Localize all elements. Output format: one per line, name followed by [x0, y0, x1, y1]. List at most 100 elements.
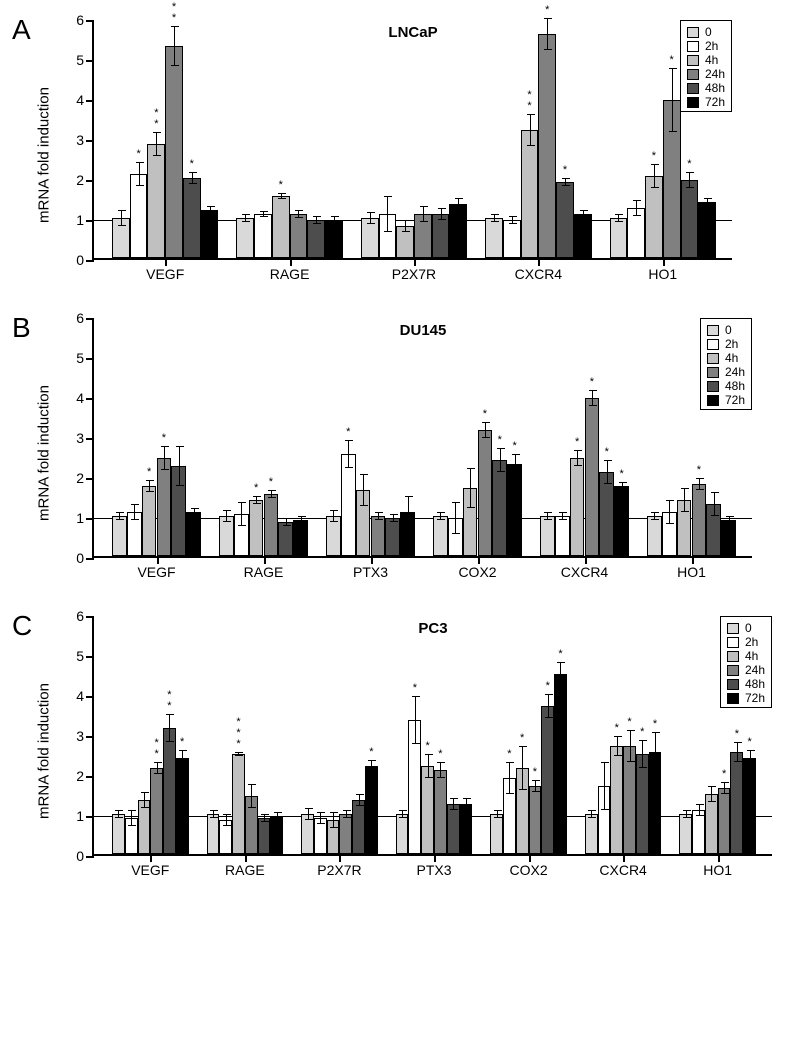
- legend-item: 0: [687, 25, 725, 39]
- significance-star: *: [687, 159, 691, 170]
- legend-swatch: [687, 83, 699, 94]
- bar: [163, 728, 176, 854]
- gene-group-PTX3: PTX3***: [396, 616, 473, 854]
- significance-star: *: [640, 727, 644, 738]
- error-bar: [686, 810, 687, 818]
- error-bar: [655, 732, 656, 772]
- bar: [396, 814, 409, 854]
- y-tick: [86, 438, 94, 440]
- error-bar: [455, 502, 456, 534]
- gene-label: VEGF: [131, 862, 169, 878]
- gene-label: CXCR4: [599, 862, 646, 878]
- y-tick-label: 6: [66, 310, 84, 326]
- gene-group-P2X7R: P2X7R*: [301, 616, 378, 854]
- gene-label: HO1: [703, 862, 732, 878]
- gene-group-VEGF: VEGF*****: [112, 616, 189, 854]
- bar: [219, 516, 234, 556]
- plot-area: LNCaP02h4h24h48h72h0123456VEGF******RAGE…: [92, 20, 732, 260]
- significance-star: *: [605, 447, 609, 458]
- error-bar: [515, 454, 516, 474]
- legend-item: 2h: [707, 337, 745, 351]
- significance-star: *: [590, 377, 594, 388]
- error-bar: [669, 500, 670, 524]
- bar: [176, 758, 189, 854]
- significance-star: *: [507, 749, 511, 760]
- y-tick-label: 6: [66, 12, 84, 28]
- bar: [293, 520, 308, 556]
- legend-label: 24h: [725, 365, 745, 379]
- y-tick: [86, 260, 94, 262]
- error-bar: [348, 440, 349, 468]
- error-bar: [179, 446, 180, 486]
- gene-label: CXCR4: [561, 564, 608, 580]
- gene-label: RAGE: [225, 862, 265, 878]
- y-tick: [86, 220, 94, 222]
- bar: [538, 34, 556, 258]
- error-bar: [583, 210, 584, 218]
- legend-label: 48h: [725, 379, 745, 393]
- error-bar: [134, 504, 135, 520]
- error-bar: [458, 198, 459, 210]
- significance-star: *: [652, 151, 656, 162]
- legend-label: 4h: [745, 649, 758, 663]
- significance-star: *: [735, 729, 739, 740]
- error-bar: [642, 740, 643, 768]
- legend-label: 24h: [705, 67, 725, 81]
- error-bar: [522, 746, 523, 790]
- y-tick-label: 5: [66, 52, 84, 68]
- error-bar: [699, 478, 700, 490]
- significance-star: *: [483, 409, 487, 420]
- significance-star: *: [697, 465, 701, 476]
- gene-label: CXCR4: [515, 266, 562, 282]
- y-tick: [86, 318, 94, 320]
- bar: [692, 484, 707, 556]
- error-bar: [560, 662, 561, 686]
- legend-label: 24h: [745, 663, 765, 677]
- bar: [521, 130, 539, 258]
- error-bar: [333, 510, 334, 522]
- significance-star: *: [425, 741, 429, 752]
- error-bar: [149, 480, 150, 492]
- legend-label: 2h: [745, 635, 758, 649]
- error-bar: [192, 172, 193, 184]
- y-tick-label: 0: [66, 848, 84, 864]
- error-bar: [405, 220, 406, 232]
- bar: [341, 454, 356, 556]
- y-tick: [86, 180, 94, 182]
- bar: [478, 430, 493, 556]
- legend-label: 2h: [725, 337, 738, 351]
- error-bar: [453, 798, 454, 810]
- significance-star: *: [438, 749, 442, 760]
- legend-item: 72h: [687, 95, 725, 109]
- bar: [371, 516, 386, 556]
- bar: [290, 214, 308, 258]
- bar: [554, 674, 567, 854]
- error-bar: [672, 68, 673, 132]
- bar: [201, 210, 219, 258]
- significance-star: *: [575, 437, 579, 448]
- y-tick: [86, 736, 94, 738]
- bar: [485, 218, 503, 258]
- significance-star: **: [167, 690, 171, 712]
- error-bar: [308, 808, 309, 820]
- error-bar: [466, 798, 467, 810]
- y-tick-label: 0: [66, 550, 84, 566]
- bar: [721, 520, 736, 556]
- panel-letter: C: [12, 610, 32, 642]
- gene-group-CXCR4: CXCR4****: [585, 616, 662, 854]
- legend-item: 72h: [727, 691, 765, 705]
- legend-item: 0: [727, 621, 765, 635]
- significance-star: *: [615, 723, 619, 734]
- error-bar: [301, 516, 302, 524]
- bar: [385, 518, 400, 556]
- legend-label: 0: [705, 25, 712, 39]
- significance-star: *: [413, 683, 417, 694]
- gene-group-COX2: COX2***: [433, 318, 522, 556]
- error-bar: [423, 206, 424, 222]
- legend-item: 48h: [727, 677, 765, 691]
- y-tick: [86, 656, 94, 658]
- y-tick-label: 3: [66, 430, 84, 446]
- y-tick: [86, 20, 94, 22]
- error-bar: [131, 810, 132, 826]
- bar: [258, 818, 271, 854]
